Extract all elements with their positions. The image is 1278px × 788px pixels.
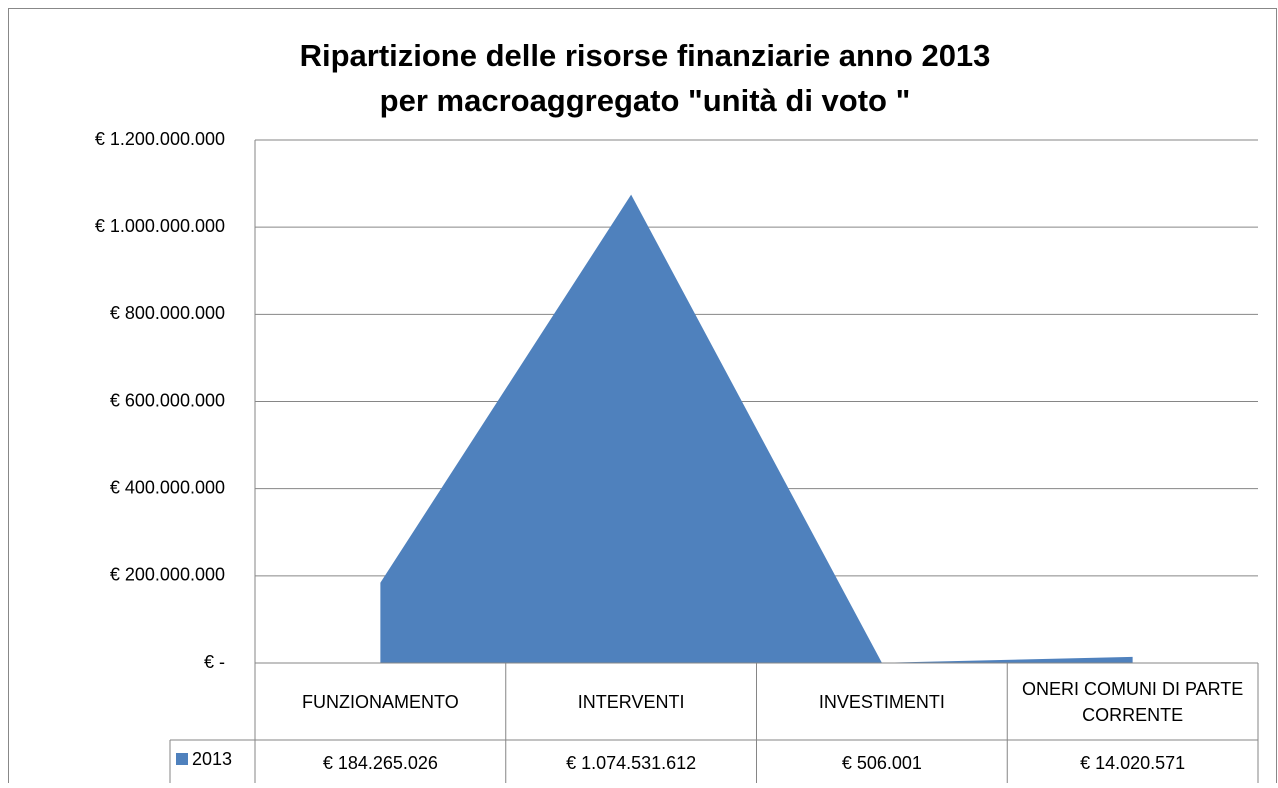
chart-title: per macroaggregato "unità di voto " [380,83,911,118]
x-tick-label: INVESTIMENTI [818,691,945,712]
x-tick-label-cell: INTERVENTI [577,691,685,712]
x-tick-label-cell: ONERI COMUNI DI PARTE CORRENTE [1021,678,1244,725]
x-tick-label-cell: FUNZIONAMENTO [302,691,459,712]
legend-label: 2013 [192,749,232,769]
x-tick-label: ONERI COMUNI DI PARTE CORRENTE [1021,678,1244,725]
y-tick-label: € 1.000.000.000 [95,216,225,236]
data-label: € 14.020.571 [1080,753,1185,773]
x-tick-label: INTERVENTI [577,691,685,712]
y-tick-label: € 600.000.000 [110,390,225,410]
legend-key [176,753,188,765]
x-tick-label-cell: INVESTIMENTI [818,691,945,712]
y-tick-label: € 400.000.000 [110,477,225,497]
data-label: € 184.265.026 [323,753,438,773]
data-label: € 1.074.531.612 [566,753,696,773]
y-tick-label: € 800.000.000 [110,303,225,323]
y-tick-label: € 200.000.000 [110,565,225,585]
area [380,194,1133,664]
data-label: € 506.001 [842,753,922,773]
chart-title: Ripartizione delle risorse finanziarie a… [300,38,991,73]
y-tick-label: € - [204,652,225,672]
x-tick-label: FUNZIONAMENTO [302,691,459,712]
y-tick-label: € 1.200.000.000 [95,129,225,149]
